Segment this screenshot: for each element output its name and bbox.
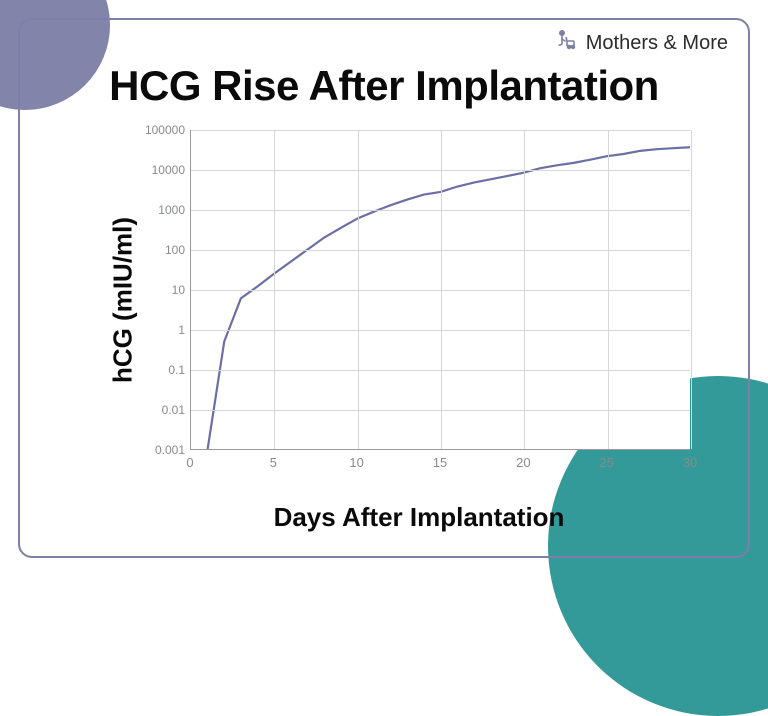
gridline-v (691, 130, 692, 449)
y-tick-label: 10 (172, 283, 185, 297)
gridline-v (274, 130, 275, 449)
mother-icon (554, 28, 578, 58)
y-tick-label: 10000 (152, 163, 185, 177)
y-tick-label: 0.01 (162, 403, 185, 417)
y-tick-label: 0.001 (155, 443, 185, 457)
y-tick-label: 100000 (145, 123, 185, 137)
x-tick-label: 20 (516, 455, 530, 470)
plot-area (190, 130, 690, 450)
gridline-v (608, 130, 609, 449)
x-axis-label: Days After Implantation (130, 502, 708, 533)
x-tick-label: 10 (349, 455, 363, 470)
x-tick-label: 30 (683, 455, 697, 470)
y-tick-label: 0.1 (168, 363, 185, 377)
y-tick-label: 1000 (158, 203, 185, 217)
x-tick-label: 25 (599, 455, 613, 470)
gridline-v (524, 130, 525, 449)
gridline-v (358, 130, 359, 449)
x-tick-label: 15 (433, 455, 447, 470)
x-tick-label: 5 (270, 455, 277, 470)
x-tick-label: 0 (186, 455, 193, 470)
brand-logo: Mothers & More (554, 28, 728, 58)
line-chart: 0.001 0.01 0.1 1 10 100 1000 10000 100000 0 5 10 15 2… (130, 120, 700, 480)
y-tick-label: 1 (178, 323, 185, 337)
chart-title: HCG Rise After Implantation (0, 62, 768, 110)
gridline-v (441, 130, 442, 449)
y-tick-label: 100 (165, 243, 185, 257)
brand-text: Mothers & More (586, 32, 728, 55)
